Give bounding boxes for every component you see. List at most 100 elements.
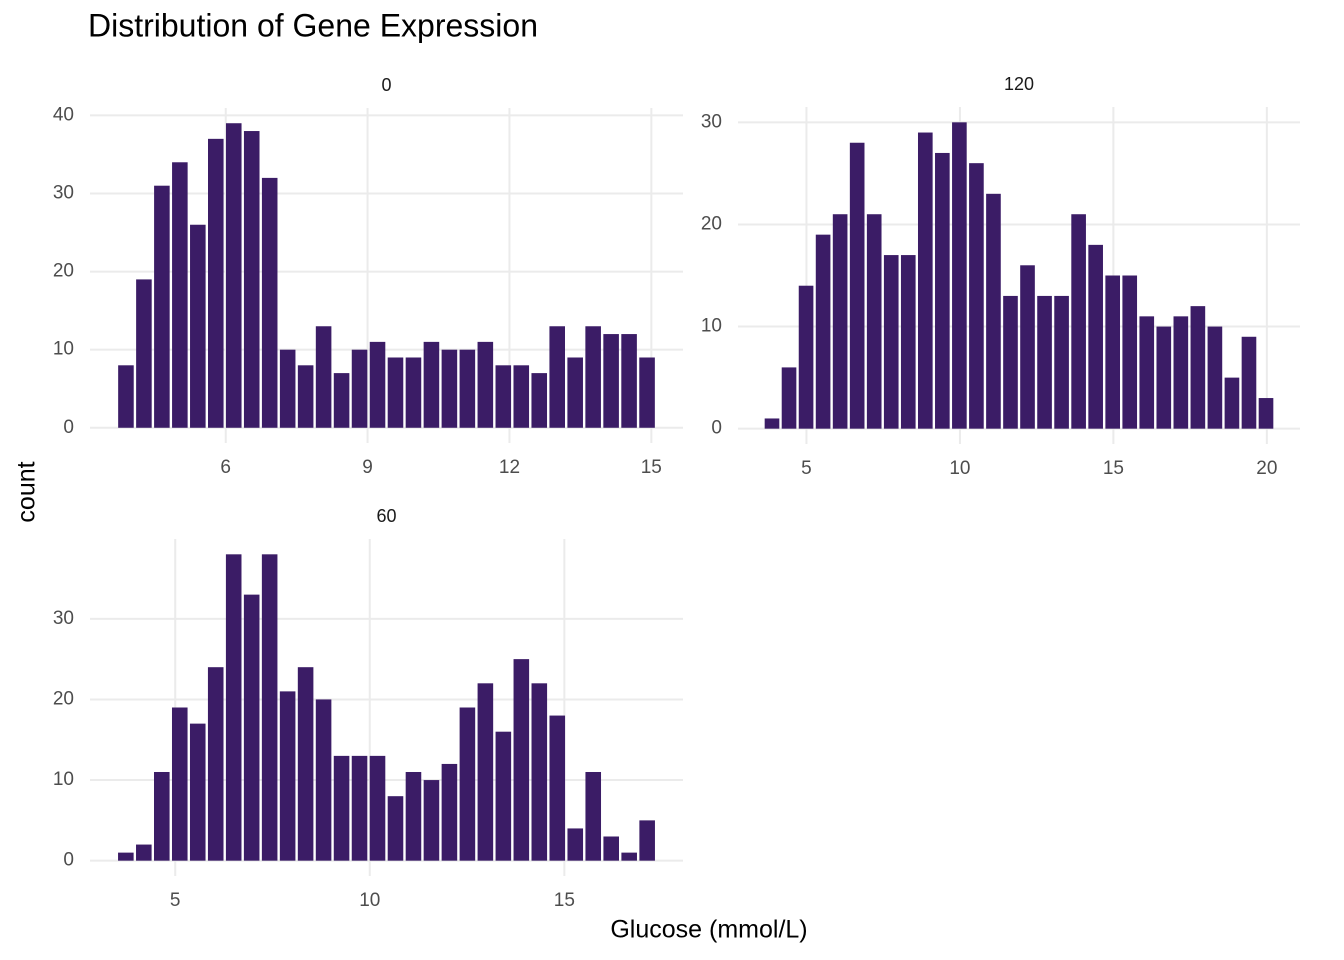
y-tick-label: 10 [53, 769, 74, 790]
histogram-bar [315, 326, 332, 428]
histogram-bar [513, 659, 530, 861]
histogram-bar [154, 771, 170, 861]
histogram-bar [986, 193, 1001, 429]
facet-label: 120 [1004, 74, 1034, 94]
histogram-bar [351, 349, 368, 428]
histogram-bar [279, 691, 296, 861]
histogram-bar [136, 844, 152, 861]
x-tick-label: 9 [362, 457, 373, 478]
histogram-bar [815, 234, 831, 429]
histogram-bar [315, 699, 332, 861]
y-tick-label: 0 [63, 850, 74, 871]
histogram-bar [603, 334, 619, 428]
histogram-bar [208, 138, 224, 428]
x-tick-label: 10 [949, 458, 970, 479]
histogram-bar [1003, 295, 1018, 429]
histogram-bar [798, 285, 814, 429]
histogram-bar [549, 715, 566, 861]
histogram-bar [495, 365, 512, 428]
histogram-bar [1156, 326, 1172, 429]
histogram-bar [849, 142, 865, 429]
histogram-bar [1241, 336, 1257, 429]
histogram-bar [171, 707, 188, 861]
histogram-bar [1139, 316, 1155, 429]
histogram-bar [900, 255, 916, 429]
x-tick-label: 5 [801, 458, 812, 479]
histogram-bar [477, 683, 494, 861]
y-tick-label: 40 [53, 104, 74, 125]
histogram-bar [459, 349, 476, 428]
histogram-bar [207, 667, 224, 861]
histogram-bar [225, 123, 242, 428]
histogram-bar [603, 836, 619, 861]
histogram-bar [639, 357, 655, 428]
y-tick-label: 30 [53, 183, 74, 204]
histogram-bar [1105, 275, 1121, 429]
y-tick-label: 20 [53, 261, 74, 282]
histogram-bar [495, 731, 512, 861]
histogram-bar [172, 162, 188, 428]
histogram-bar [832, 214, 848, 429]
histogram-bar [459, 707, 476, 861]
histogram-bar [549, 326, 565, 428]
histogram-bar [369, 755, 386, 861]
facet-label: 0 [381, 75, 391, 95]
histogram-bar [261, 177, 278, 428]
histogram-bar [369, 341, 386, 428]
y-tick-label: 20 [53, 688, 74, 709]
histogram-bar [1071, 214, 1086, 429]
histogram-bar [1054, 295, 1069, 429]
histogram-bar [261, 554, 278, 861]
histogram-bar [189, 723, 206, 861]
histogram-bar [243, 594, 260, 861]
histogram-bar [190, 224, 206, 428]
histogram-bar [1207, 326, 1223, 429]
histogram-bar [1037, 295, 1052, 429]
y-tick-label: 10 [701, 316, 722, 337]
histogram-bar [423, 341, 440, 428]
x-tick-label: 10 [359, 890, 380, 911]
x-tick-label: 6 [220, 457, 231, 478]
histogram-bar [405, 771, 422, 861]
histogram-bar [1088, 244, 1103, 429]
histogram-bar [405, 357, 422, 428]
x-tick-label: 12 [499, 457, 520, 478]
histogram-bar [1122, 275, 1138, 429]
histogram-bar [1224, 377, 1240, 429]
histogram-bar [297, 667, 314, 861]
y-tick-label: 0 [63, 417, 74, 438]
histogram-bar [423, 780, 440, 861]
y-tick-label: 20 [701, 213, 722, 234]
histogram-bar [154, 185, 170, 428]
y-tick-label: 30 [53, 608, 74, 629]
y-tick-label: 0 [711, 418, 722, 439]
histogram-bar [297, 365, 314, 428]
histogram-bar [441, 763, 458, 861]
histogram-bar [764, 418, 780, 429]
histogram-bar [866, 214, 882, 429]
histogram-bar [441, 349, 458, 428]
histogram-bar [639, 820, 655, 861]
y-axis-label: count [13, 461, 41, 522]
histogram-bar [531, 373, 548, 428]
histogram-bar [225, 554, 242, 861]
histogram-bar [477, 341, 494, 428]
histogram-bar [387, 796, 404, 861]
histogram-bar [513, 365, 530, 428]
histogram-bar [351, 755, 368, 861]
histogram-bar [1258, 398, 1274, 429]
x-tick-label: 20 [1256, 458, 1277, 479]
histogram-bar [136, 279, 152, 428]
histogram-bar [781, 367, 797, 429]
histogram-bar [1190, 306, 1206, 429]
x-axis-label: Glucose (mmol/L) [610, 916, 807, 944]
histogram-bar [118, 852, 134, 861]
histogram-bar [1173, 316, 1189, 429]
x-tick-label: 15 [554, 890, 575, 911]
histogram-bar [917, 132, 933, 429]
histogram-bar [935, 152, 950, 429]
histogram-bar [531, 683, 548, 861]
histogram-bar [1020, 265, 1035, 429]
histogram-bar [952, 122, 967, 429]
